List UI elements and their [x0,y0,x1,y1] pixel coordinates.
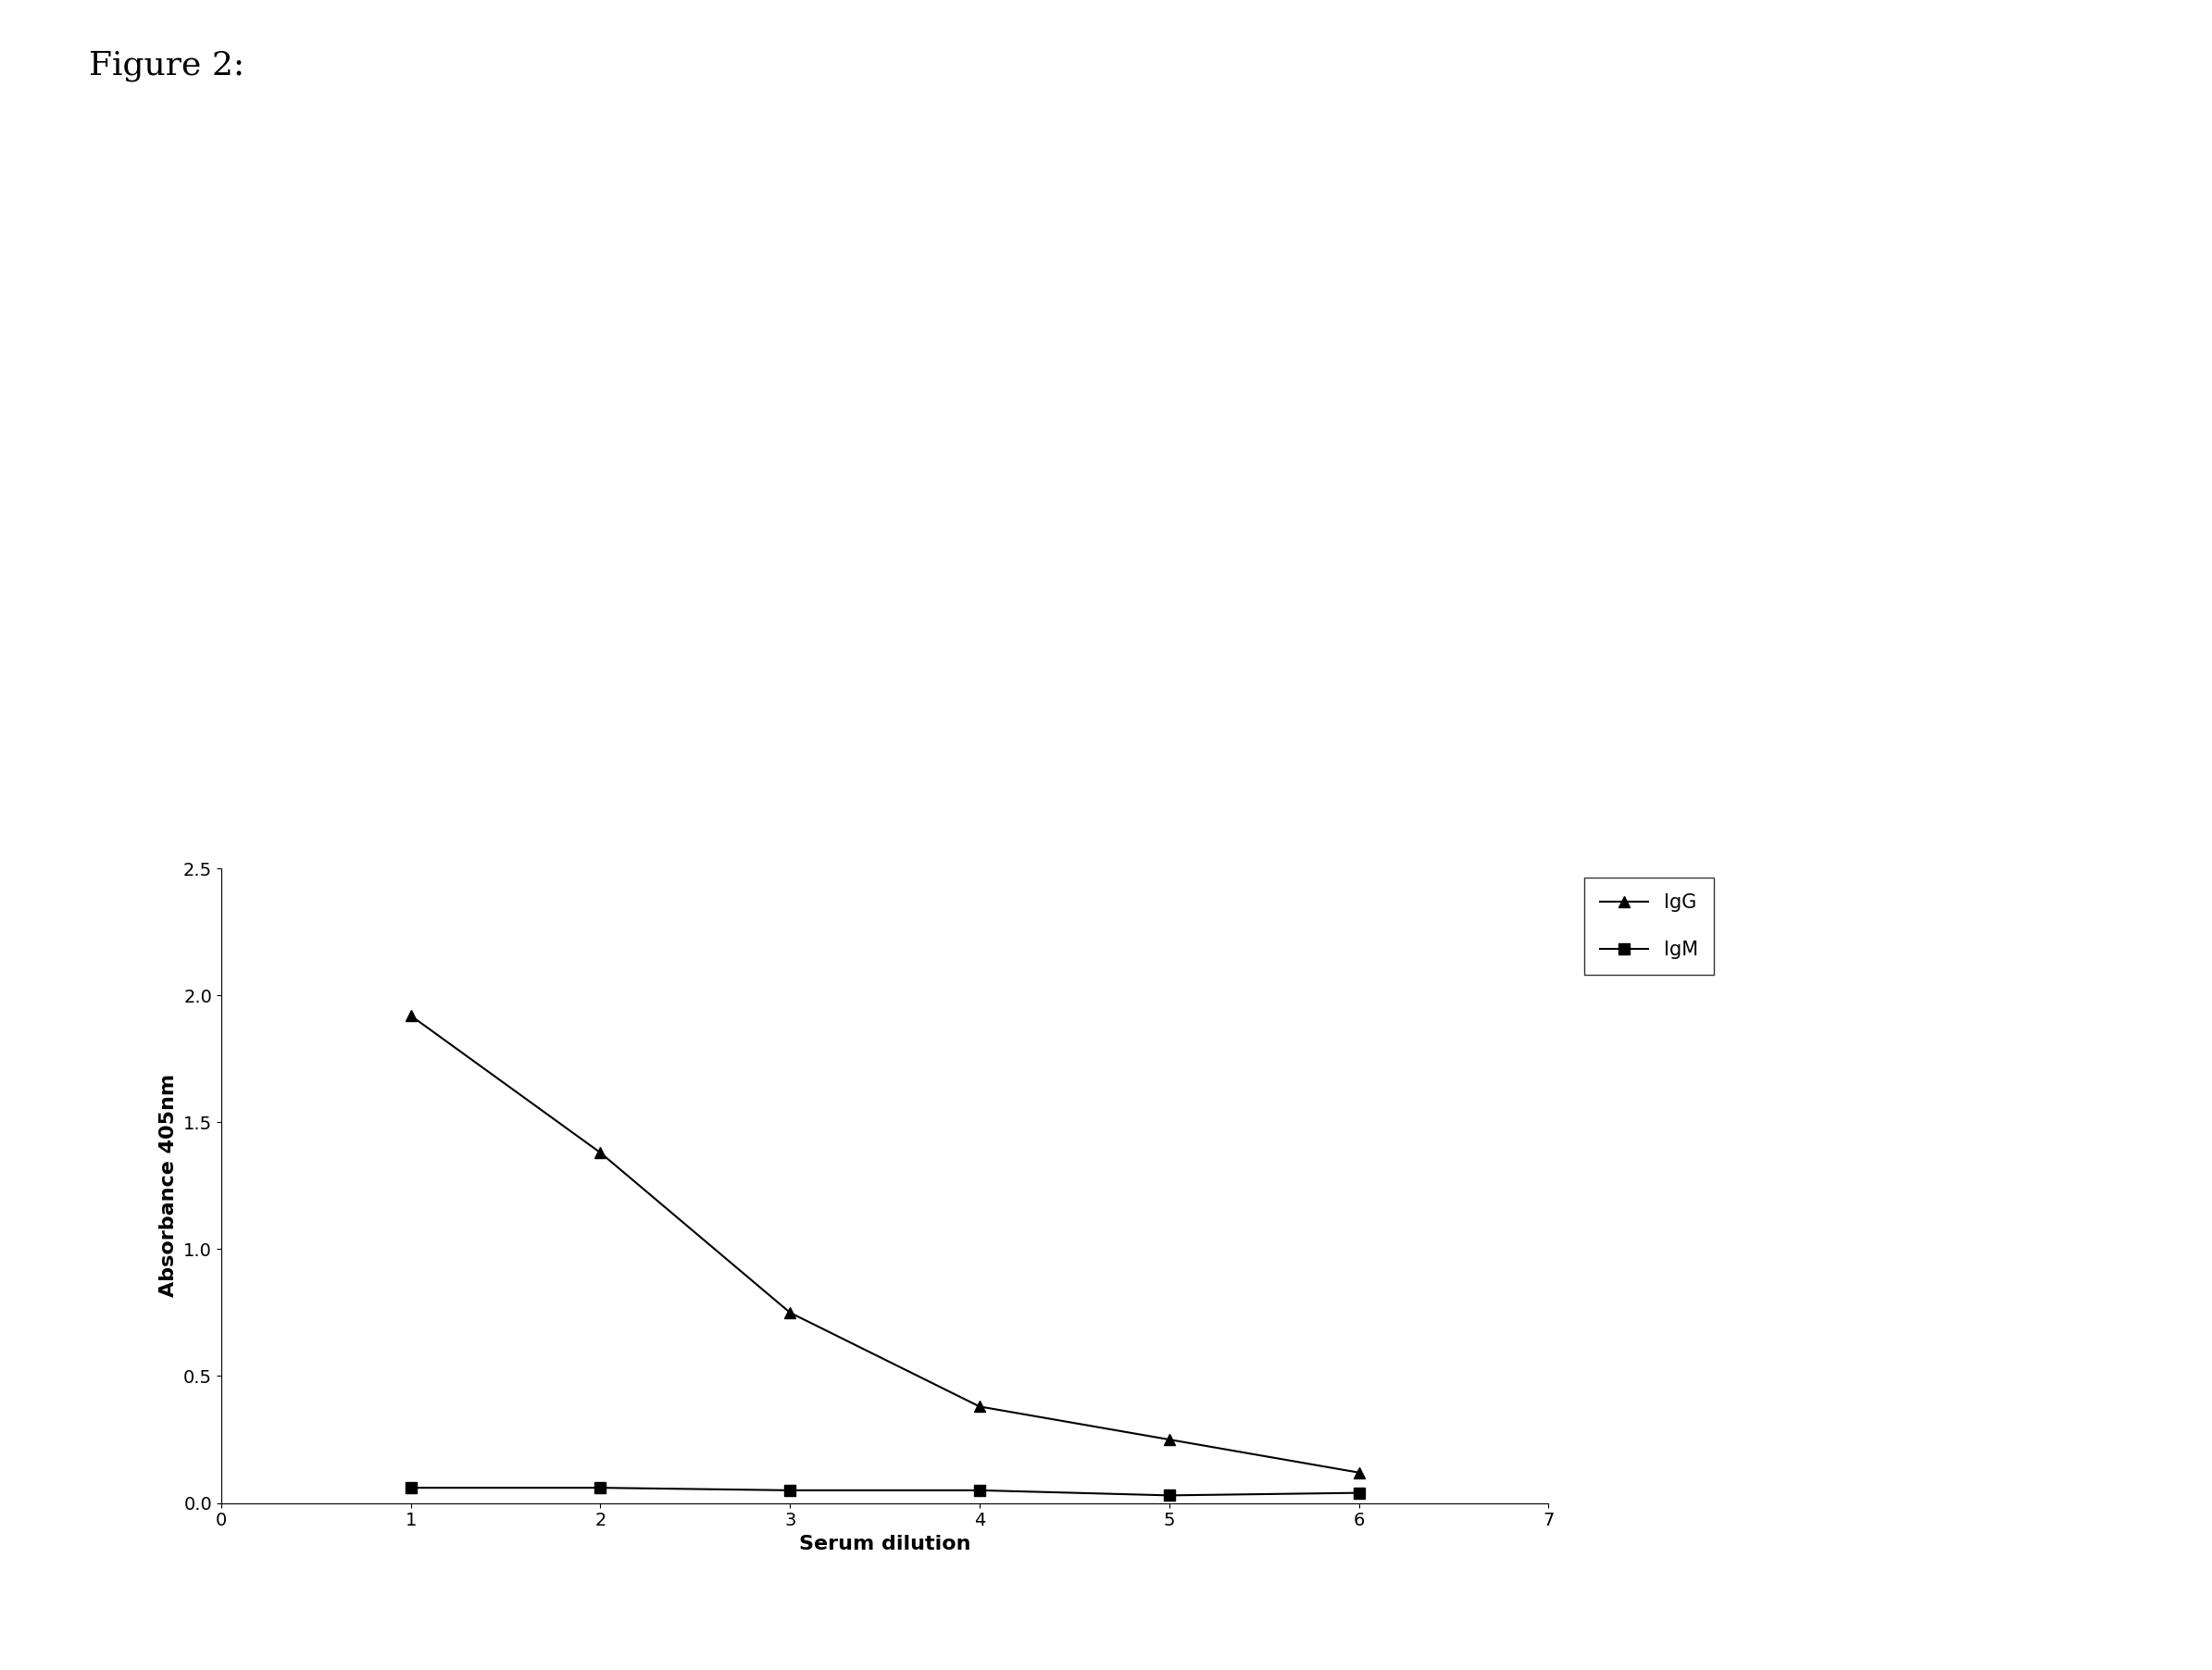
IgM [1157,1485,1183,1505]
Legend: IgG, IgM: IgG, IgM [1584,878,1714,975]
Y-axis label: Absorbance 405nm: Absorbance 405nm [159,1074,179,1298]
Line: IgG: IgG [405,1010,1365,1478]
IgG [776,1303,803,1323]
IgM [586,1478,613,1498]
IgM [967,1480,993,1500]
IgG [1157,1430,1183,1450]
Line: IgM: IgM [405,1481,1365,1501]
IgM [1345,1483,1371,1503]
X-axis label: Serum dilution: Serum dilution [799,1535,971,1553]
IgG [1345,1463,1371,1483]
IgM [776,1480,803,1500]
Text: Figure 2:: Figure 2: [88,50,243,82]
IgM [398,1478,425,1498]
IgG [586,1142,613,1162]
IgG [967,1396,993,1416]
IgG [398,1005,425,1025]
